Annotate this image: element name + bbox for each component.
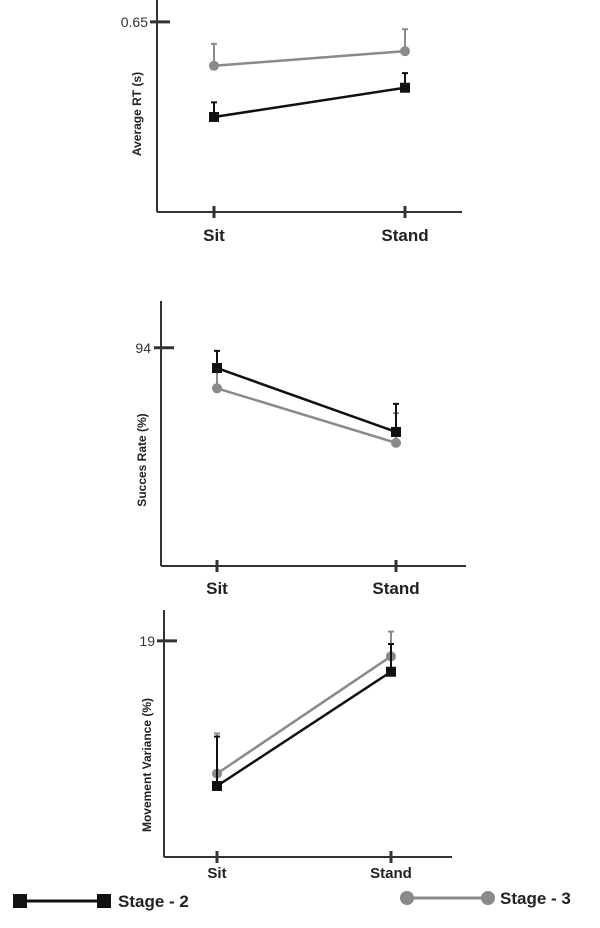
series-line xyxy=(216,387,397,445)
series-stage3 xyxy=(212,367,401,448)
data-point-square xyxy=(391,426,401,437)
legend-stage2-label: Stage - 2 xyxy=(118,892,189,911)
series-line xyxy=(216,366,397,434)
legend-stage2-marker-right xyxy=(97,894,111,908)
y-axis-label: Succes Rate (%) xyxy=(135,413,149,506)
data-point-square xyxy=(386,666,396,677)
legend: Stage - 2 Stage - 3 xyxy=(13,889,571,911)
y-tick-label: 94 xyxy=(135,340,151,356)
data-point-square xyxy=(209,111,219,122)
legend-stage3-marker-right xyxy=(481,891,495,905)
x-category-label: Sit xyxy=(203,226,225,245)
y-tick-label: 19 xyxy=(139,633,155,649)
y-axis-label: Movement Variance (%) xyxy=(140,698,154,832)
x-category-label: Stand xyxy=(372,579,419,598)
chart-panels: 0.65 Sit Stand Average RT (s) 94 Sit Stand Succ… xyxy=(121,0,466,882)
series-stage3 xyxy=(212,630,396,779)
series-stage2 xyxy=(212,349,401,437)
x-category-label: Sit xyxy=(206,579,228,598)
chart-panel-3: 19 Sit Stand Movement Variance (%) xyxy=(139,610,452,882)
x-category-label: Stand xyxy=(370,865,412,882)
series-line xyxy=(213,86,406,119)
data-point-square xyxy=(212,363,222,374)
y-axis-label: Average RT (s) xyxy=(130,72,144,156)
legend-stage3-label: Stage - 3 xyxy=(500,889,571,908)
x-category-label: Stand xyxy=(381,226,428,245)
legend-stage3-marker-left xyxy=(400,891,414,905)
chart-panel-2: 94 Sit Stand Succes Rate (%) xyxy=(135,301,466,598)
series-line xyxy=(216,655,392,775)
series-stage2 xyxy=(209,72,410,122)
y-tick-label: 0.65 xyxy=(121,14,148,30)
legend-stage2-marker-left xyxy=(13,894,27,908)
x-category-label: Sit xyxy=(207,865,226,882)
series-line xyxy=(213,49,406,68)
chart-panel-1: 0.65 Sit Stand Average RT (s) xyxy=(121,0,462,245)
series-stage2 xyxy=(212,642,396,791)
data-point-square xyxy=(212,780,222,791)
data-point-circle xyxy=(400,46,410,57)
data-point-circle xyxy=(212,383,222,394)
data-point-circle xyxy=(209,60,219,71)
data-point-square xyxy=(400,82,410,93)
series-stage3 xyxy=(209,28,410,71)
data-point-circle xyxy=(391,437,401,448)
series-line xyxy=(216,670,392,788)
